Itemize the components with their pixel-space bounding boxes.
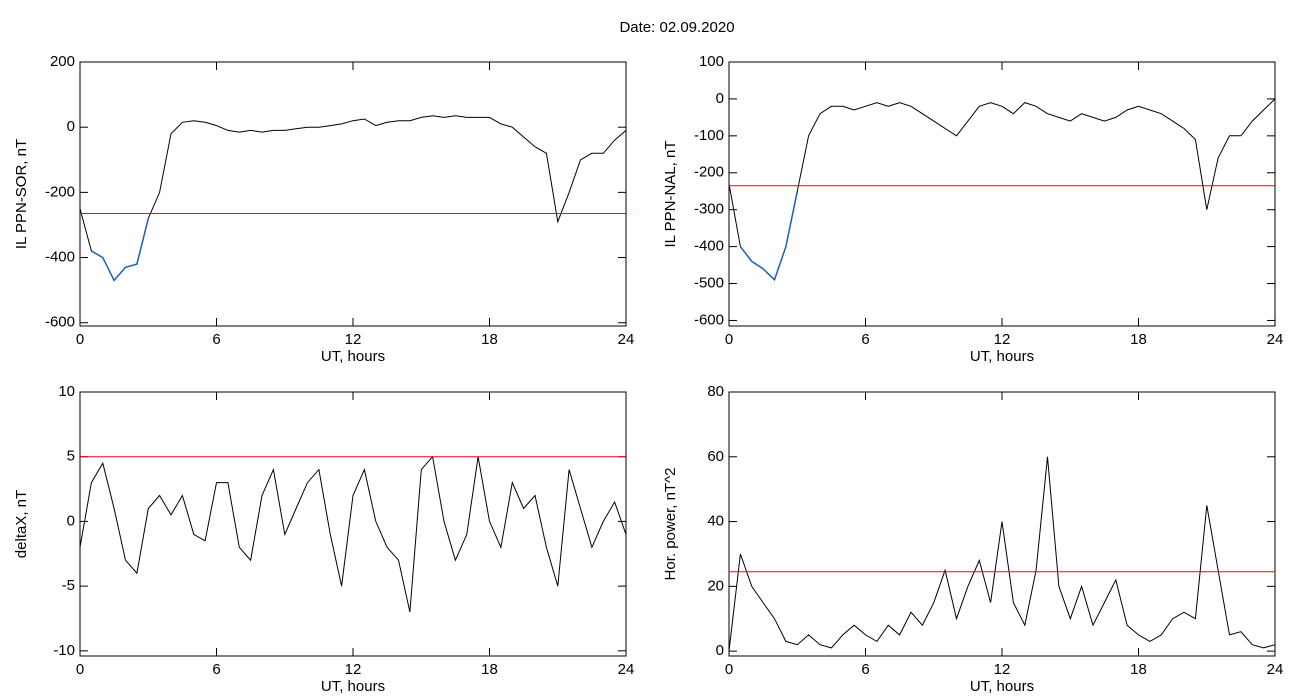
y-tick-label: 5	[67, 448, 75, 465]
y-axis-label: Hor. power, nT^2	[662, 468, 679, 581]
x-tick-label: 24	[618, 331, 635, 348]
x-tick-label: 24	[1267, 331, 1284, 348]
x-tick-label: 0	[76, 331, 84, 348]
x-tick-label: 18	[1130, 661, 1147, 678]
plot-frame	[79, 61, 627, 327]
x-tick-label: 0	[725, 661, 733, 678]
y-tick-label: -200	[45, 183, 75, 200]
below-threshold-line	[739, 191, 799, 282]
x-tick-label: 6	[861, 661, 869, 678]
below-threshold-line	[91, 218, 150, 282]
y-tick-label: -600	[45, 314, 75, 331]
x-axis-label: UT, hours	[970, 348, 1034, 365]
x-tick-label: 24	[1267, 661, 1284, 678]
x-tick-label: 6	[212, 661, 220, 678]
y-tick-label: 200	[50, 53, 75, 70]
x-axis-label: UT, hours	[970, 678, 1034, 695]
x-tick-label: 18	[481, 661, 498, 678]
plot-frame	[79, 391, 627, 657]
y-tick-label: 100	[699, 53, 724, 70]
y-tick-label: -10	[53, 642, 75, 659]
data-line	[79, 455, 627, 613]
y-axis-label: IL PPN-NAL, nT	[662, 141, 679, 248]
x-tick-label: 12	[345, 331, 362, 348]
x-axis-label: UT, hours	[321, 678, 385, 695]
figure-title: Date: 02.09.2020	[619, 19, 734, 36]
x-tick-label: 12	[994, 331, 1011, 348]
x-tick-label: 6	[861, 331, 869, 348]
x-tick-label: 6	[212, 331, 220, 348]
y-axis-label: IL PPN-SOR, nT	[13, 139, 30, 249]
x-axis-label: UT, hours	[321, 348, 385, 365]
data-line	[79, 115, 627, 282]
y-tick-label: -400	[45, 249, 75, 266]
y-tick-label: 10	[58, 383, 75, 400]
x-tick-label: 12	[994, 661, 1011, 678]
y-tick-label: -400	[694, 238, 724, 255]
x-tick-label: 0	[725, 331, 733, 348]
y-tick-label: 40	[707, 513, 724, 530]
data-line	[728, 98, 1276, 281]
data-line	[728, 456, 1276, 652]
y-tick-label: 60	[707, 448, 724, 465]
y-tick-label: -100	[694, 127, 724, 144]
x-tick-label: 24	[618, 661, 635, 678]
x-tick-label: 12	[345, 661, 362, 678]
y-axis-label: deltaX, nT	[13, 490, 30, 558]
y-tick-label: -200	[694, 164, 724, 181]
y-tick-label: 80	[707, 383, 724, 400]
x-tick-label: 18	[1130, 331, 1147, 348]
y-tick-label: -600	[694, 311, 724, 328]
y-tick-label: 0	[716, 90, 724, 107]
x-tick-label: 0	[76, 661, 84, 678]
y-tick-label: 0	[716, 642, 724, 659]
y-tick-label: -5	[62, 577, 75, 594]
y-tick-label: 20	[707, 577, 724, 594]
x-tick-label: 18	[481, 331, 498, 348]
plot-frame	[728, 61, 1276, 327]
y-tick-label: -300	[694, 201, 724, 218]
y-tick-label: 0	[67, 118, 75, 135]
y-tick-label: -500	[694, 275, 724, 292]
y-tick-label: 0	[67, 512, 75, 529]
